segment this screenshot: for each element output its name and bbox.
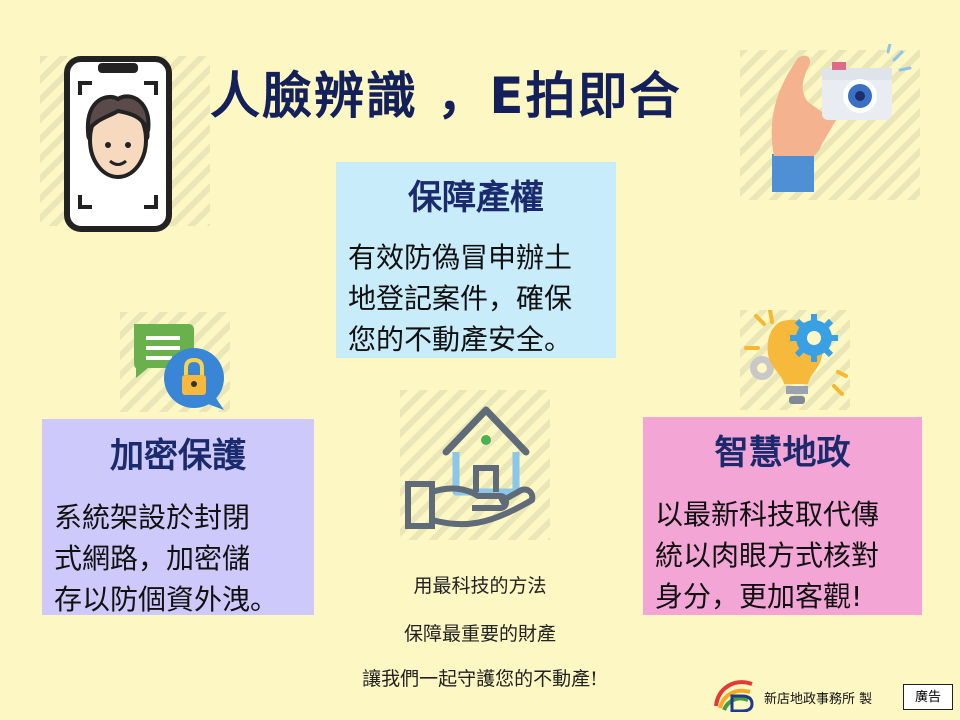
card-line: 系統架設於封閉 [54, 501, 251, 534]
card-line: 存以防個資外洩。 [54, 583, 279, 616]
footer-maker: 新店地政事務所 製 [764, 692, 873, 707]
card-body: 系統架設於封閉 式網路，加密儲 存以防個資外洩。 [42, 497, 314, 620]
card-line: 您的不動產安全。 [348, 323, 573, 356]
slogan-line: 保障最重要的財產 [403, 623, 556, 645]
card-line: 身分，更加客觀! [655, 580, 863, 613]
card-body: 有效防偽冒申辦土 地登記案件，確保 您的不動產安全。 [336, 237, 616, 360]
card-encryption: 加密保護 系統架設於封閉 式網路，加密儲 存以防個資外洩。 [42, 419, 314, 616]
card-protect-property: 保障產權 有效防偽冒申辦土 地登記案件，確保 您的不動產安全。 [336, 162, 616, 358]
card-heading: 保障產權 [408, 178, 544, 218]
card-body: 以最新科技取代傳 統以肉眼方式核對 身分，更加客觀! [643, 494, 922, 617]
camera-hand-icon [762, 42, 912, 194]
card-line: 以最新科技取代傳 [655, 498, 880, 531]
chat-lock-icon [128, 318, 228, 414]
phone-face-icon [62, 55, 174, 233]
hand-house-icon [404, 396, 536, 532]
card-line: 地登記案件，確保 [348, 282, 573, 315]
card-line: 式網路，加密儲 [54, 542, 251, 575]
card-line: 有效防偽冒申辦土 [348, 241, 573, 274]
ad-badge: 廣告 [903, 684, 953, 710]
office-logo-icon [712, 676, 758, 713]
slogan-line: 用最科技的方法 [413, 575, 547, 597]
card-line: 統以肉眼方式核對 [655, 539, 880, 572]
card-heading: 智慧地政 [714, 433, 851, 473]
bulb-gear-icon [744, 308, 848, 410]
card-heading: 加密保護 [110, 436, 246, 476]
slogan-line: 讓我們一起守護您的不動產! [362, 668, 598, 690]
card-smart-land: 智慧地政 以最新科技取代傳 統以肉眼方式核對 身分，更加客觀! [643, 417, 922, 615]
page-title: 人臉辨識 ，E拍即合 [210, 67, 682, 125]
